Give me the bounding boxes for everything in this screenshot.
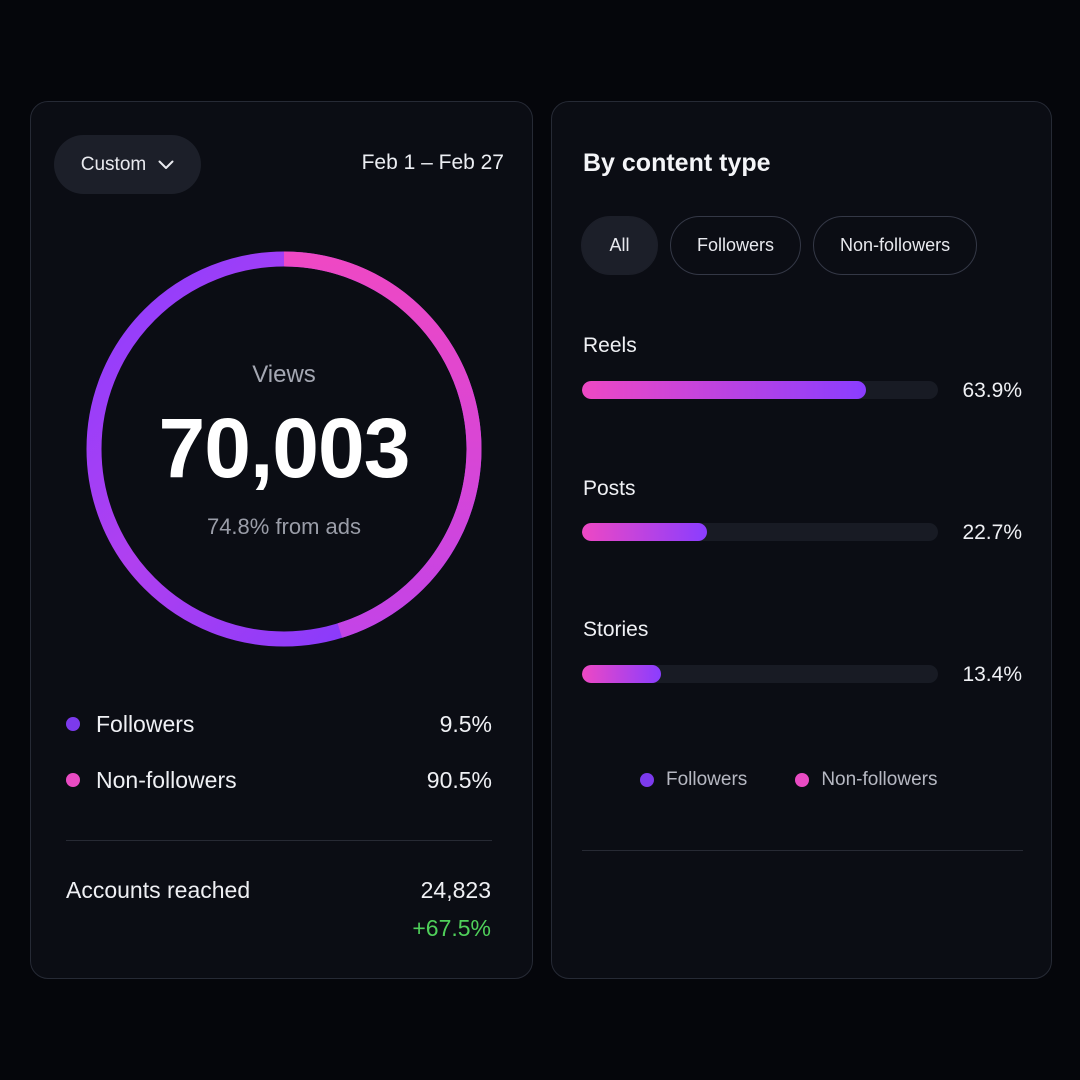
legend-label: Followers <box>666 769 748 790</box>
bar-fill-posts <box>582 523 707 541</box>
ring-segment-non-followers <box>283 251 482 638</box>
dropdown-label: Custom <box>80 153 147 175</box>
filter-all[interactable]: All <box>581 216 658 275</box>
accounts-reached-label: Accounts reached <box>66 877 251 903</box>
views-ring-chart: Views 70,003 74.8% from ads <box>83 248 485 650</box>
legend-followers: Followers 9.5% <box>66 709 492 739</box>
bar-fill-reels <box>582 381 867 399</box>
non-followers-dot <box>66 773 80 787</box>
accounts-reached-change: +67.5% <box>412 915 491 941</box>
views-from-ads: 74.8% from ads <box>206 514 362 539</box>
divider <box>66 840 492 841</box>
content-legend: Followers Non-followers <box>640 769 937 791</box>
content-legend-followers: Followers <box>640 769 747 791</box>
divider <box>582 850 1023 851</box>
bar-track-posts <box>582 523 938 541</box>
followers-dot <box>640 773 654 787</box>
chevron-down-icon <box>158 160 174 169</box>
bar-fill-stories <box>582 665 662 683</box>
legend-label: Non-followers <box>96 766 237 793</box>
filter-non-followers[interactable]: Non-followers <box>813 216 978 275</box>
row-label-stories: Stories <box>583 618 649 641</box>
row-value-posts: 22.7% <box>962 521 1022 544</box>
non-followers-dot <box>795 773 810 787</box>
legend-non-followers: Non-followers 90.5% <box>66 765 492 795</box>
legend-value: 90.5% <box>426 766 492 793</box>
section-title: By content type <box>583 149 771 177</box>
row-label-posts: Posts <box>583 477 636 500</box>
filter-followers[interactable]: Followers <box>670 216 802 275</box>
views-overview-card: Custom Feb 1 – Feb 27 Views <box>30 101 533 979</box>
date-range-dropdown[interactable]: Custom <box>54 135 201 194</box>
audience-filter-tabs: All Followers Non-followers <box>581 216 978 275</box>
legend-label: Non-followers <box>821 769 938 790</box>
row-value-stories: 13.4% <box>962 663 1022 686</box>
row-value-reels: 63.9% <box>962 379 1022 402</box>
legend-value: 9.5% <box>439 710 492 737</box>
content-legend-non-followers: Non-followers <box>795 769 937 791</box>
date-range-text: Feb 1 – Feb 27 <box>361 151 504 174</box>
followers-dot <box>66 717 80 731</box>
bar-track-reels <box>582 381 938 399</box>
legend-label: Followers <box>96 710 195 737</box>
content-type-card: By content type All Followers Non-follow… <box>551 101 1052 979</box>
views-label: Views <box>252 361 316 388</box>
row-label-reels: Reels <box>583 334 637 357</box>
bar-track-stories <box>582 665 938 683</box>
accounts-reached-value: 24,823 <box>420 877 491 903</box>
views-value: 70,003 <box>158 401 411 495</box>
